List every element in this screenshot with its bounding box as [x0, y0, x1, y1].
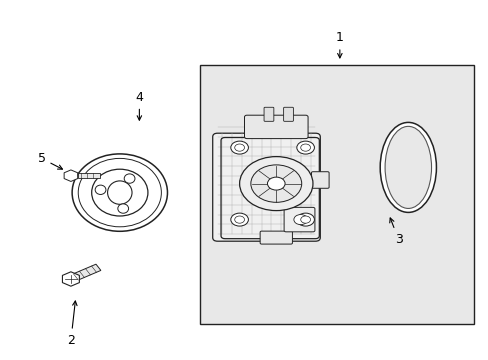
Text: 3: 3: [389, 218, 402, 246]
Bar: [78, 173, 100, 178]
Polygon shape: [64, 170, 78, 181]
Circle shape: [230, 141, 248, 154]
Circle shape: [234, 144, 244, 151]
FancyBboxPatch shape: [212, 133, 320, 241]
Circle shape: [300, 216, 310, 223]
Circle shape: [234, 216, 244, 223]
Circle shape: [250, 165, 301, 202]
Ellipse shape: [95, 185, 106, 194]
FancyBboxPatch shape: [283, 107, 293, 121]
Ellipse shape: [78, 158, 161, 227]
Ellipse shape: [118, 204, 128, 213]
FancyBboxPatch shape: [284, 207, 314, 232]
Text: 5: 5: [38, 152, 62, 169]
FancyBboxPatch shape: [244, 115, 307, 139]
Ellipse shape: [91, 169, 148, 216]
Circle shape: [296, 213, 314, 226]
Circle shape: [300, 144, 310, 151]
Bar: [200, 65, 473, 324]
Text: 2: 2: [67, 301, 77, 347]
Ellipse shape: [384, 126, 430, 208]
Circle shape: [230, 213, 248, 226]
FancyBboxPatch shape: [260, 231, 292, 244]
FancyBboxPatch shape: [311, 172, 328, 188]
Text: 4: 4: [135, 91, 143, 120]
Ellipse shape: [124, 174, 135, 183]
Circle shape: [296, 141, 314, 154]
FancyBboxPatch shape: [264, 107, 273, 121]
Text: 1: 1: [335, 31, 343, 58]
Ellipse shape: [107, 181, 132, 204]
Circle shape: [239, 157, 312, 211]
Polygon shape: [62, 272, 79, 286]
Circle shape: [267, 177, 285, 190]
Ellipse shape: [72, 154, 167, 231]
Circle shape: [293, 215, 307, 225]
Ellipse shape: [380, 122, 435, 212]
Polygon shape: [68, 264, 101, 282]
